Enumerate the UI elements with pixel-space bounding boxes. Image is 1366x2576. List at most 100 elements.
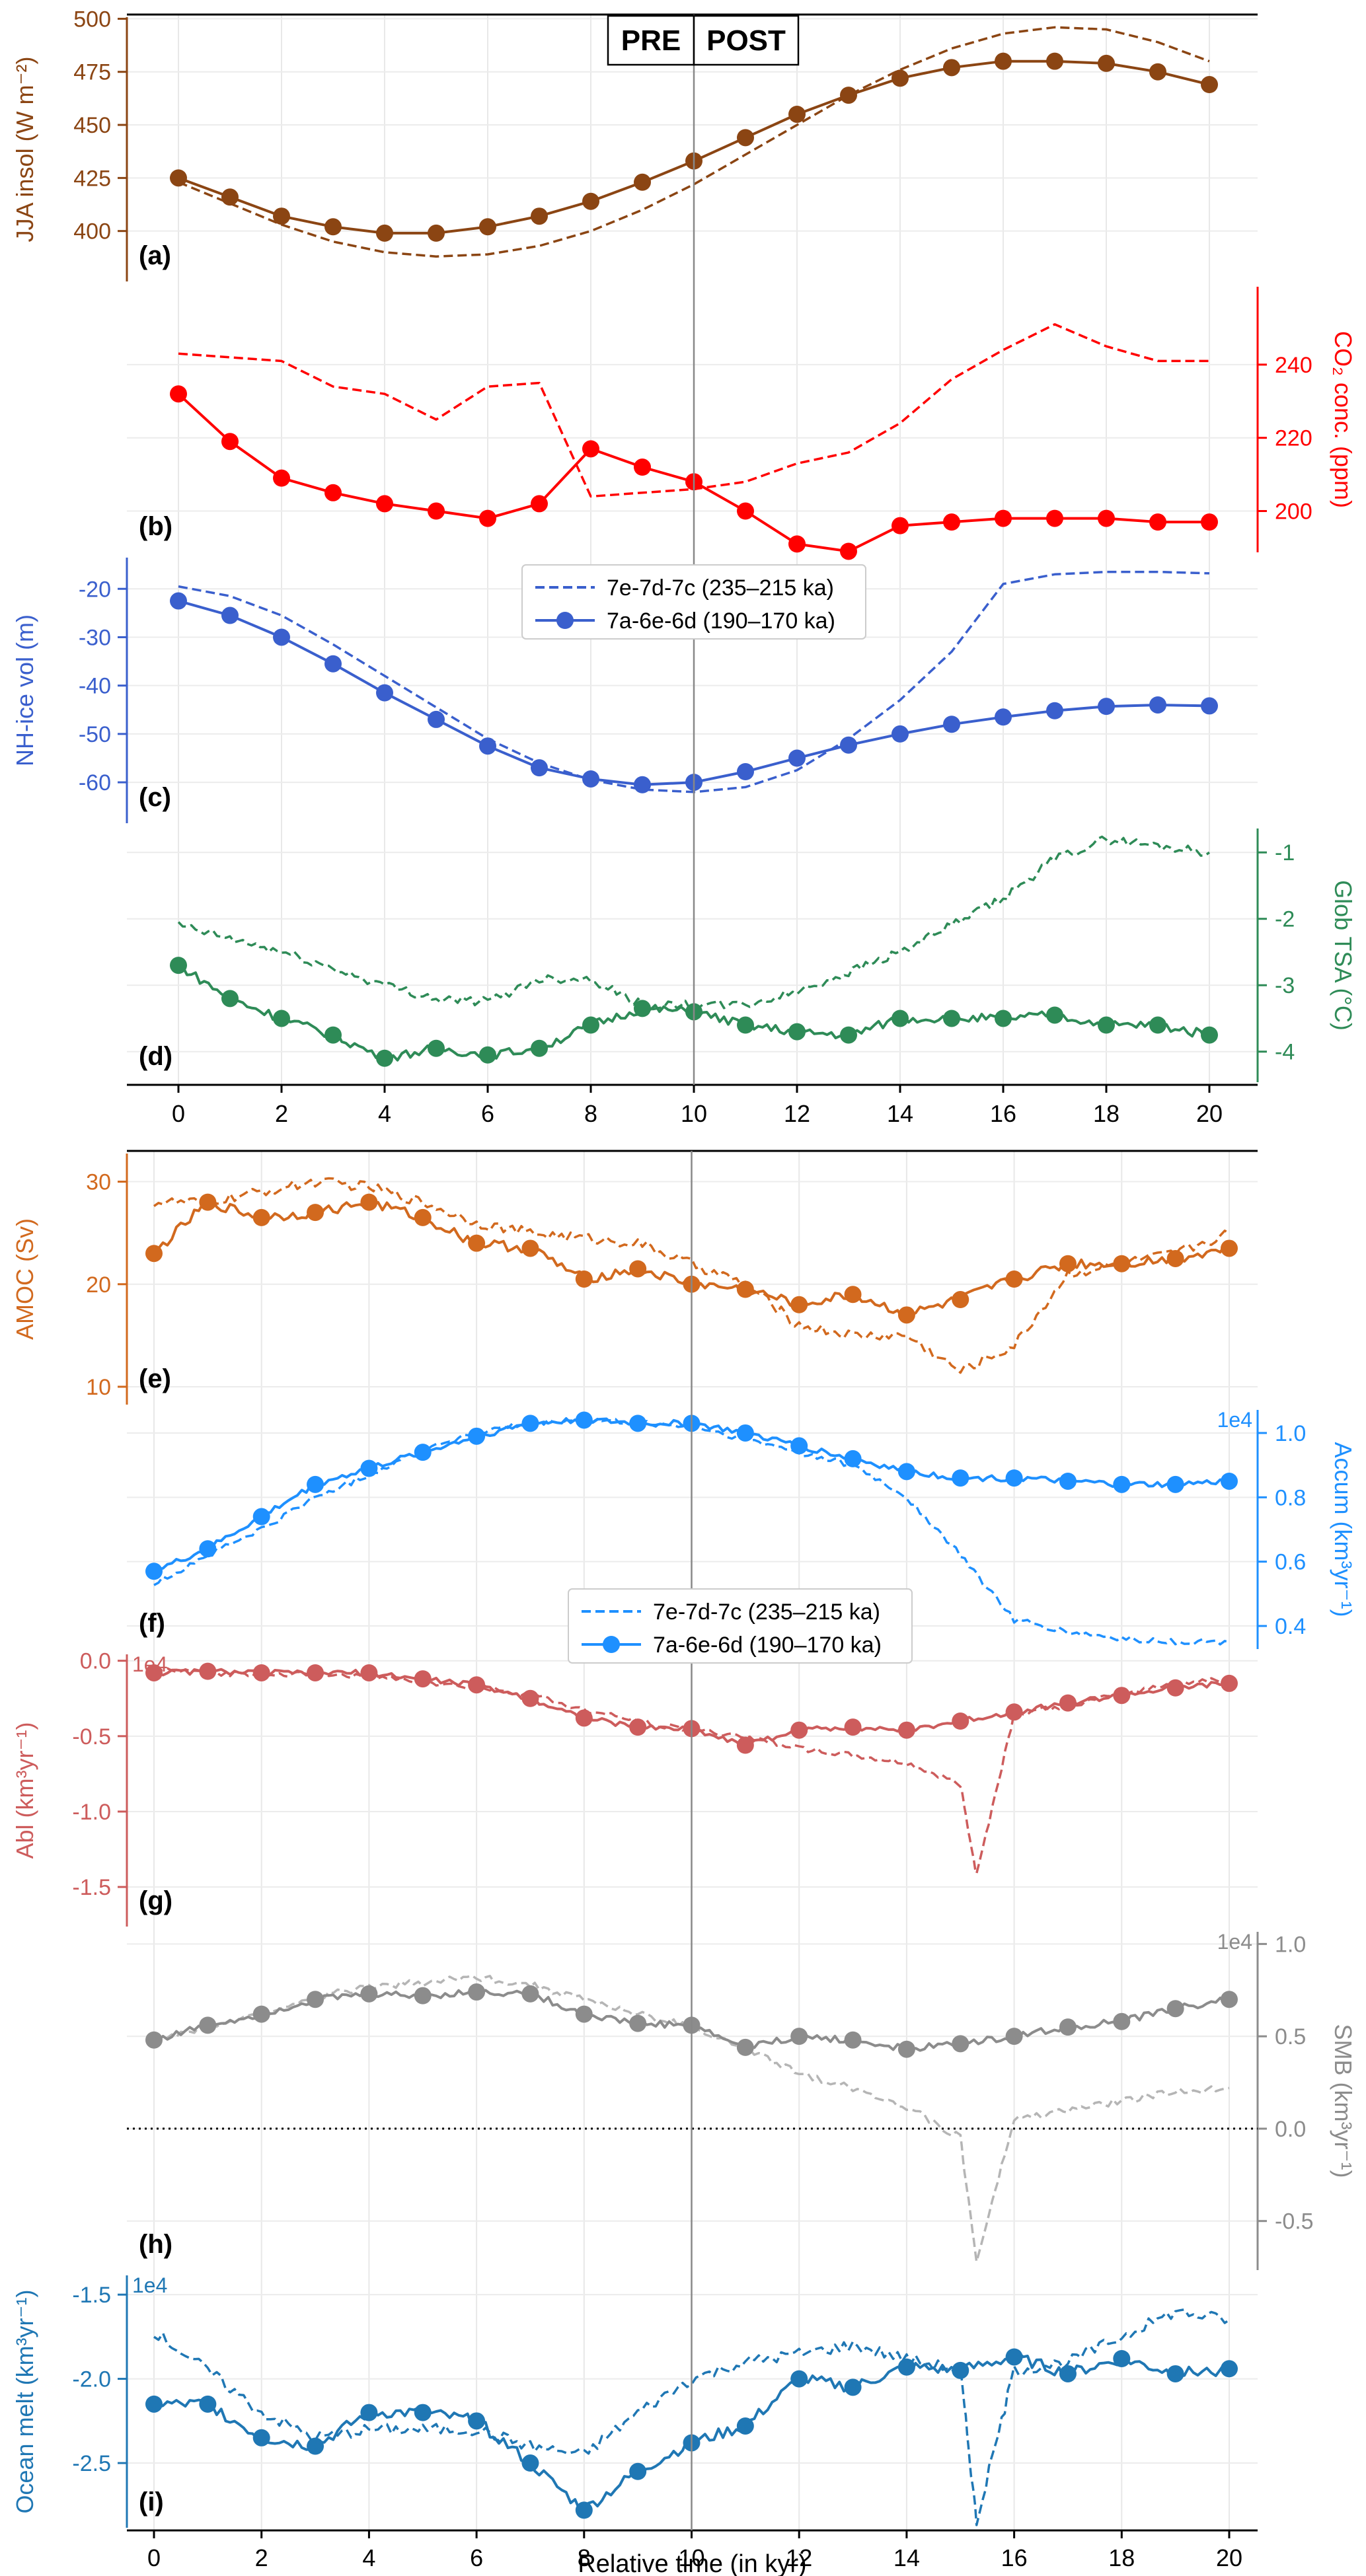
data-point <box>199 2395 217 2413</box>
data-point <box>170 592 187 610</box>
panel-letter: (e) <box>139 1364 171 1393</box>
data-point <box>634 776 651 793</box>
data-point <box>428 224 445 242</box>
series-line-7e-7d-7c <box>153 1974 1230 2263</box>
data-point <box>840 542 857 560</box>
data-point <box>995 1010 1012 1027</box>
y-tick-label: 0.0 <box>1275 2117 1306 2142</box>
data-point <box>324 655 342 673</box>
data-point <box>575 1411 593 1429</box>
data-point <box>897 2358 915 2376</box>
data-point <box>952 1712 969 1730</box>
data-point <box>788 749 806 767</box>
legend-bottom: 7e-7d-7c (235–215 ka) 7a-6e-6d (190–170 k… <box>568 1588 913 1664</box>
data-point <box>1221 1674 1238 1692</box>
data-point <box>145 1664 163 1681</box>
data-point <box>307 1991 324 2008</box>
data-point <box>1201 76 1218 94</box>
data-point <box>844 1286 862 1304</box>
data-point <box>995 52 1012 70</box>
data-point <box>1005 2348 1023 2366</box>
x-tick-label: 16 <box>990 1100 1016 1127</box>
data-point <box>844 2378 862 2396</box>
data-point <box>1113 1687 1131 1705</box>
data-point <box>414 1208 432 1226</box>
data-point <box>790 2370 808 2388</box>
data-point <box>1005 2028 1023 2045</box>
series-line-7e-7d-7c <box>153 1177 1230 1374</box>
y-axis-label: Accum (km³yr⁻¹) <box>1330 1442 1357 1617</box>
data-point <box>199 1540 217 1558</box>
legend-box <box>521 564 866 640</box>
x-tick-label: 12 <box>786 2544 812 2571</box>
data-point <box>995 509 1012 527</box>
data-point <box>199 2016 217 2034</box>
data-point <box>521 1415 539 1432</box>
data-point <box>170 957 187 975</box>
data-point <box>629 1415 647 1432</box>
post-box <box>693 15 800 66</box>
data-point <box>273 1010 290 1027</box>
data-point <box>428 710 445 728</box>
y-tick-label: -1.5 <box>72 2283 111 2308</box>
data-point <box>531 495 548 513</box>
data-point <box>582 1016 599 1034</box>
data-point <box>324 1026 342 1044</box>
y-tick-label: -1.0 <box>72 1800 111 1825</box>
y-tick-label: 30 <box>86 1170 111 1195</box>
data-point <box>468 1676 486 1694</box>
data-point <box>629 1260 647 1278</box>
data-point <box>307 1664 324 1681</box>
data-point <box>273 469 290 487</box>
data-point <box>582 770 599 788</box>
data-point <box>892 69 909 87</box>
y-tick-label: -0.5 <box>1275 2209 1314 2234</box>
data-point <box>1098 509 1115 527</box>
x-axis-label: Relative time (in kyr) <box>578 2550 806 2576</box>
data-point <box>1113 2012 1131 2030</box>
data-point <box>521 2454 539 2472</box>
y-tick-label: 10 <box>86 1375 111 1400</box>
x-tick-label: 0 <box>147 2544 161 2571</box>
data-point <box>376 224 393 242</box>
y-tick-label: -50 <box>79 722 111 747</box>
panel-letter: (i) <box>139 2487 164 2517</box>
x-tick-label: 14 <box>887 1100 913 1127</box>
post-label: POST <box>706 24 786 57</box>
x-tick-label: 16 <box>1001 2544 1028 2571</box>
data-point <box>170 169 187 187</box>
data-point <box>736 1736 754 1754</box>
x-tick-label: 12 <box>784 1100 810 1127</box>
x-tick-label: 18 <box>1108 2544 1135 2571</box>
x-tick-label: 2 <box>255 2544 268 2571</box>
data-point <box>145 1245 163 1263</box>
data-point <box>531 759 548 777</box>
data-point <box>897 1306 915 1324</box>
data-point <box>1046 509 1063 527</box>
data-point <box>145 2031 163 2049</box>
data-point <box>360 2404 378 2421</box>
data-point <box>575 2501 593 2519</box>
data-point <box>943 513 960 531</box>
data-point <box>414 1670 432 1688</box>
data-point <box>360 1664 378 1681</box>
x-tick-label: 4 <box>378 1100 391 1127</box>
data-point <box>840 1026 857 1044</box>
y-axis-label: NH-ice vol (m) <box>11 614 38 766</box>
y-axis-label: Abl (km³yr⁻¹) <box>11 1722 38 1859</box>
data-point <box>575 2005 593 2023</box>
data-point <box>199 1193 217 1211</box>
data-point <box>952 1291 969 1309</box>
y-tick-label: -30 <box>79 625 111 650</box>
data-point <box>145 2395 163 2413</box>
data-point <box>575 1709 593 1727</box>
data-point <box>634 459 651 476</box>
data-point <box>952 2035 969 2053</box>
data-point <box>943 59 960 77</box>
y-tick-label: 0.6 <box>1275 1550 1306 1575</box>
x-tick-label: 8 <box>578 2544 591 2571</box>
x-tick-label: 20 <box>1216 2544 1242 2571</box>
data-point <box>844 1718 862 1736</box>
legend-box <box>568 1588 913 1664</box>
data-point <box>1098 1016 1115 1034</box>
